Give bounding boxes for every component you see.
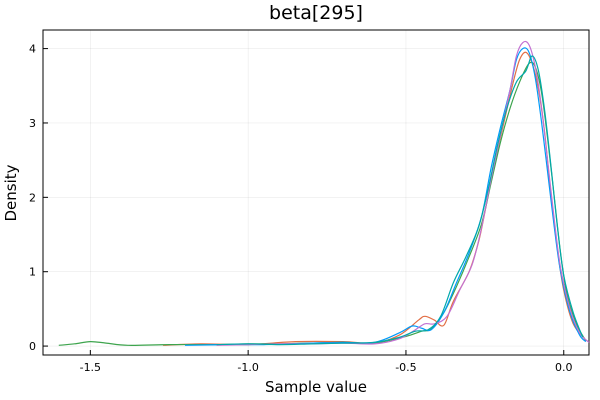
y-tick-label: 0 <box>29 340 36 353</box>
chart-title: beta[295] <box>269 2 363 24</box>
density-series-line-3 <box>185 47 587 346</box>
series-layer <box>58 40 590 346</box>
y-tick-label: 2 <box>29 191 36 204</box>
x-tick-label: -1.5 <box>80 361 101 374</box>
y-axis-ticks: 0 1 2 3 4 <box>29 43 48 353</box>
density-series-line-1 <box>162 51 587 346</box>
x-tick-label: -0.5 <box>395 361 416 374</box>
y-axis-label: Density <box>2 164 20 221</box>
x-axis-ticks: -1.5 -1.0 -0.5 0.0 <box>80 350 573 374</box>
x-tick-label: -1.0 <box>237 361 258 374</box>
y-tick-label: 3 <box>29 117 36 130</box>
x-axis-label: Sample value <box>265 378 367 396</box>
x-tick-label: 0.0 <box>555 361 573 374</box>
y-tick-label: 1 <box>29 266 36 279</box>
density-series-line-4 <box>216 40 590 346</box>
density-series-line-5 <box>216 55 584 346</box>
y-tick-label: 4 <box>29 43 36 56</box>
grid-lines <box>43 30 589 355</box>
plot-frame <box>42 29 590 356</box>
